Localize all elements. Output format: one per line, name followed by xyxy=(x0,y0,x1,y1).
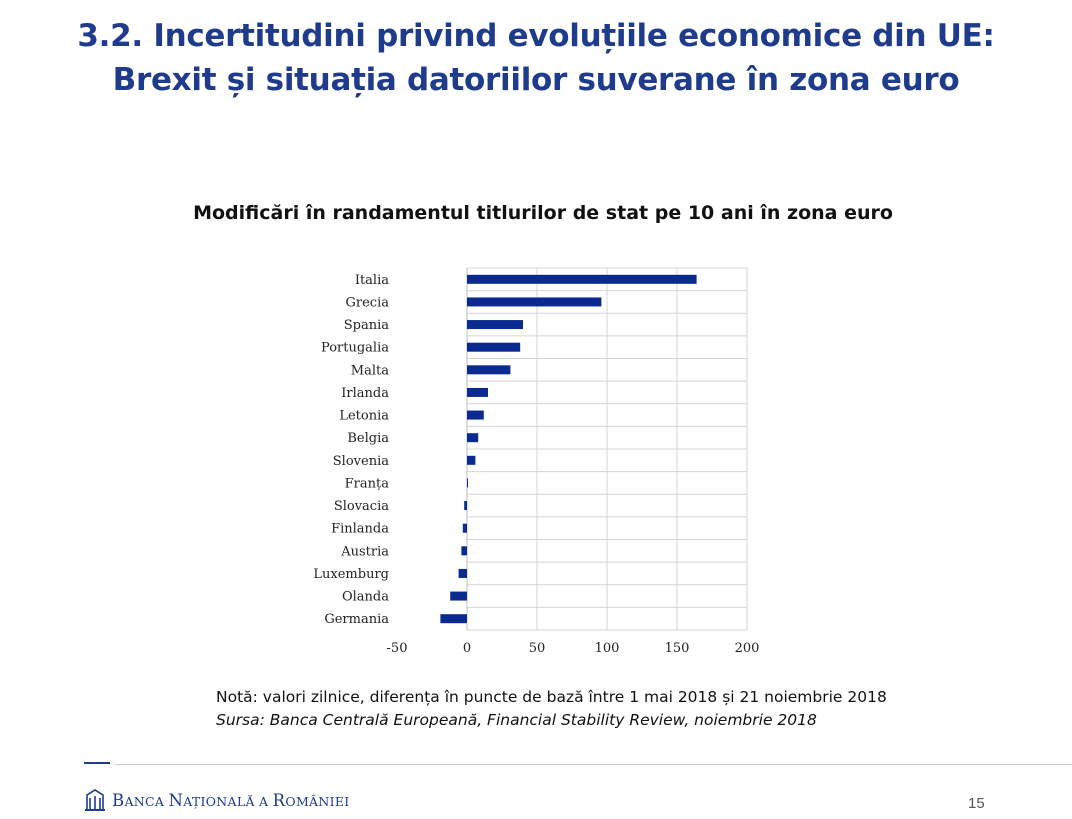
chart-note: Notă: valori zilnice, diferența în punct… xyxy=(216,686,887,732)
category-label: Slovenia xyxy=(333,454,389,469)
footer-brand-text: BANCA NAȚIONALĂ A ROMÂNIEI xyxy=(112,790,350,810)
x-tick-label: -50 xyxy=(387,641,408,656)
source-text: Sursa: Banca Centrală Europeană, Financi… xyxy=(216,711,817,729)
category-label: Irlanda xyxy=(341,386,389,401)
chart-title: Modificări în randamentul titlurilor de … xyxy=(193,202,893,224)
chart-bars xyxy=(440,274,697,624)
x-tick-label: 0 xyxy=(463,641,471,656)
x-tick-label: 200 xyxy=(735,641,760,656)
x-tick-label: 50 xyxy=(529,641,546,656)
bar xyxy=(467,455,476,465)
category-label: Finlanda xyxy=(331,522,389,537)
bar-chart: Italia Grecia Spania Portugalia Malta Irlanda… xyxy=(313,267,760,656)
bar xyxy=(462,523,467,533)
bar xyxy=(467,387,488,397)
category-label: Spania xyxy=(344,318,390,333)
x-tick-label: 150 xyxy=(665,641,690,656)
bar xyxy=(467,410,484,420)
bar xyxy=(440,614,467,624)
page-number: 15 xyxy=(968,795,985,812)
bar xyxy=(467,320,523,330)
category-label: Olanda xyxy=(342,590,389,605)
category-label: Grecia xyxy=(346,295,390,310)
bar xyxy=(467,478,468,488)
bar xyxy=(461,546,467,556)
bnr-logo-icon xyxy=(85,789,105,811)
chart-grid xyxy=(466,267,748,631)
category-label: Belgia xyxy=(347,431,389,446)
bar xyxy=(464,501,467,511)
slide-title-line2: Brexit și situația datoriilor suverane î… xyxy=(112,62,960,98)
bar xyxy=(467,365,511,375)
category-label: Franța xyxy=(345,476,390,491)
x-tick-label: 100 xyxy=(595,641,620,656)
slide-title: 3.2. Incertitudini privind evoluțiile ec… xyxy=(0,14,1072,102)
x-tick-labels: -50 0 50 100 150 200 xyxy=(387,641,760,656)
bar xyxy=(467,297,602,307)
category-label: Portugalia xyxy=(321,341,389,356)
category-label: Italia xyxy=(355,273,389,288)
footer-accent-line xyxy=(84,762,110,764)
bar xyxy=(450,591,467,601)
footer-divider xyxy=(115,764,1072,765)
bar xyxy=(467,342,521,352)
category-labels: Italia Grecia Spania Portugalia Malta Irlanda… xyxy=(313,273,389,627)
category-label: Letonia xyxy=(339,409,389,424)
category-label: Luxemburg xyxy=(313,567,389,582)
footer-brand: BANCA NAȚIONALĂ A ROMÂNIEI xyxy=(84,788,350,812)
bar xyxy=(467,433,479,443)
bar xyxy=(467,274,697,284)
slide-title-line1: 3.2. Incertitudini privind evoluțiile ec… xyxy=(77,18,995,54)
bar xyxy=(458,568,467,578)
category-label: Germania xyxy=(324,612,389,627)
category-label: Austria xyxy=(340,544,389,559)
category-label: Malta xyxy=(351,363,389,378)
category-label: Slovacia xyxy=(334,499,389,514)
note-text: Notă: valori zilnice, diferența în punct… xyxy=(216,688,887,706)
